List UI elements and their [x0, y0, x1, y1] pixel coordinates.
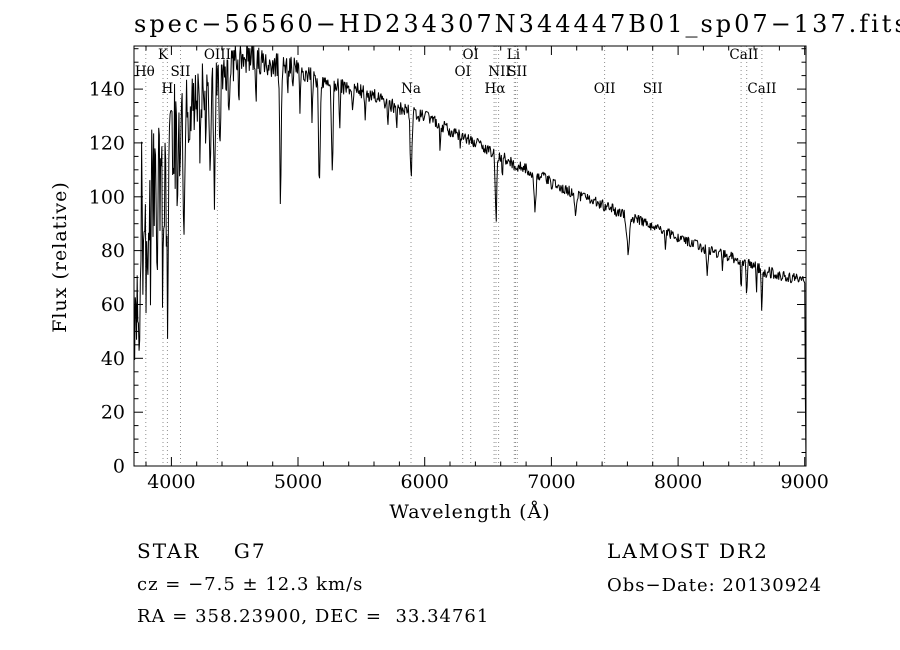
spectral-line-label: OII	[594, 81, 616, 97]
x-tick-label: 9000	[781, 471, 829, 493]
spectral-line-label: SII	[171, 64, 191, 80]
spectral-line-label: OI	[462, 47, 478, 63]
tick-labels: 4000 5000 6000 7000 8000 9000 0 20 40 60 80 100 120 1…	[89, 79, 829, 493]
spectral-line-label: NII	[488, 64, 510, 80]
x-tick-label: 5000	[274, 471, 322, 493]
spectral-line-markers	[145, 46, 763, 466]
plot-frame	[133, 45, 807, 467]
y-tick-label: 40	[101, 348, 125, 370]
spectral-line-label: CaII	[729, 47, 758, 63]
x-tick-label: 7000	[527, 471, 575, 493]
spectral-line-label: SII	[643, 81, 663, 97]
cz-velocity-label: cz = −7.5 ± 12.3 km/s	[137, 574, 364, 595]
spectrum-trace	[133, 45, 807, 467]
survey-label: LAMOST DR2	[607, 539, 769, 563]
x-tick-label: 4000	[147, 471, 195, 493]
spectral-line-label: CaII	[747, 81, 776, 97]
chart-title: spec−56560−HD234307N344447B01_sp07−137.f…	[134, 10, 900, 38]
spectral-line-label: Li	[507, 47, 521, 63]
y-tick-label: 120	[89, 132, 125, 154]
y-tick-label: 80	[101, 240, 125, 262]
spectral-line-label: Na	[401, 81, 421, 97]
object-class-label: STAR G7	[137, 539, 267, 563]
spectral-line-label: OI	[454, 64, 470, 80]
y-axis-label: Flux (relative)	[49, 181, 71, 333]
spectral-line-label: Hα	[485, 81, 506, 97]
spectral-line-label: Hθ	[135, 64, 155, 80]
spectral-line-label: K	[158, 47, 169, 63]
ra-dec-label: RA = 358.23900, DEC = 33.34761	[137, 606, 490, 627]
spectral-line-label: H	[162, 81, 174, 97]
y-tick-label: 0	[113, 456, 125, 478]
spectral-line-label: SII	[507, 64, 527, 80]
x-tick-label: 6000	[401, 471, 449, 493]
y-tick-label: 60	[101, 294, 125, 316]
y-tick-label: 140	[89, 79, 125, 101]
x-tick-label: 8000	[654, 471, 702, 493]
axis-ticks	[134, 46, 806, 467]
y-tick-label: 20	[101, 402, 125, 424]
x-axis-label: Wavelength (Å)	[389, 501, 551, 523]
obs-date-label: Obs−Date: 20130924	[607, 575, 823, 596]
spectral-line-label: OIII	[204, 47, 231, 63]
y-tick-label: 100	[89, 186, 125, 208]
